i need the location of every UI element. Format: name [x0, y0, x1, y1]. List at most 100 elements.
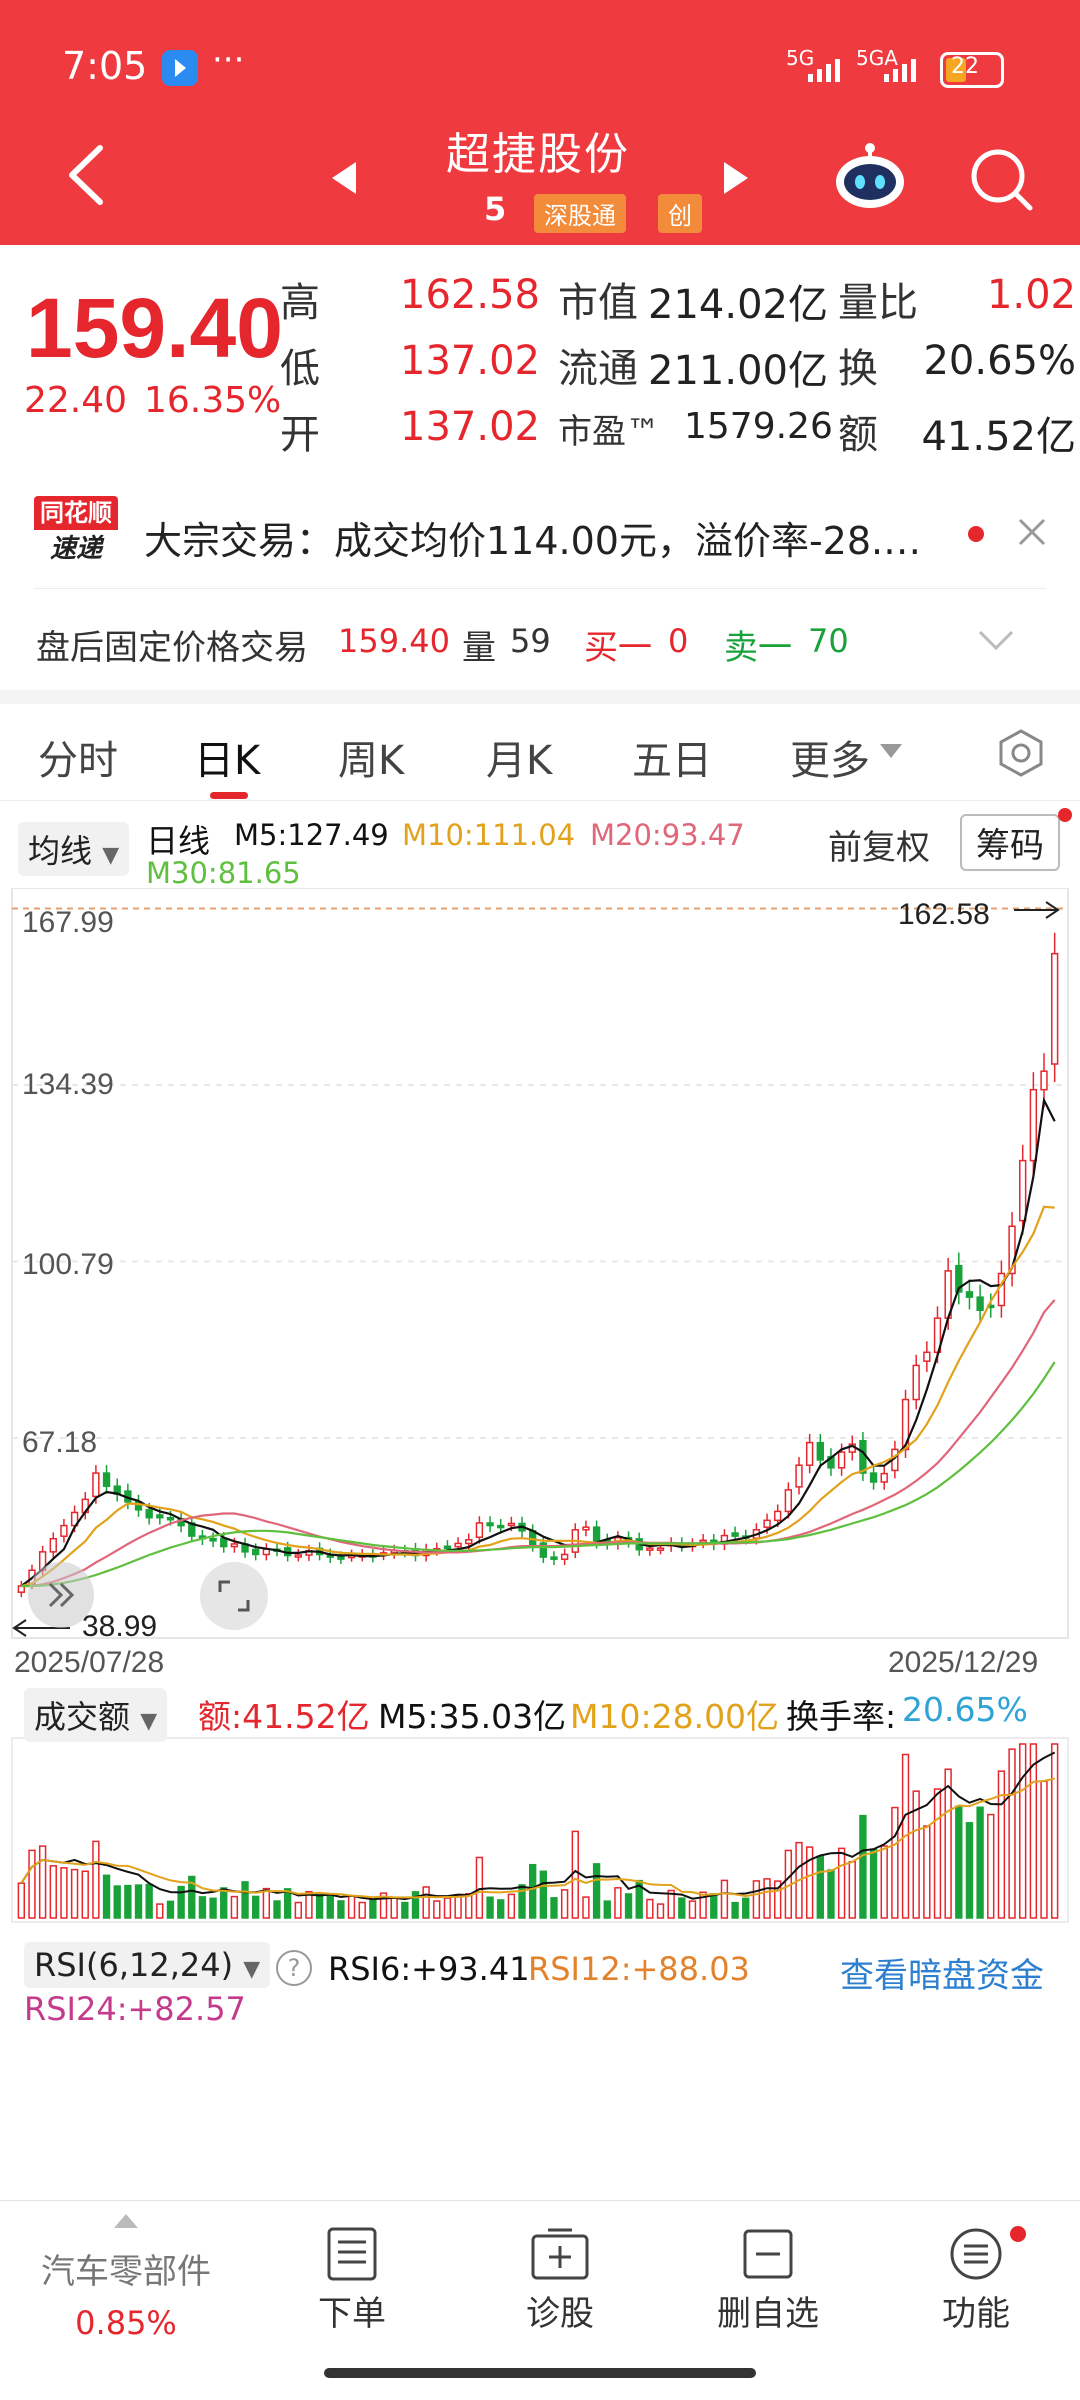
candle-body: [859, 1439, 867, 1474]
volume-bar: [305, 1890, 313, 1919]
candle-body: [731, 1532, 739, 1537]
low-price-marker: 38.99: [82, 1610, 158, 1643]
close-icon[interactable]: [1016, 516, 1048, 552]
ma-line-m30: [21, 1361, 1056, 1588]
chart-settings-icon[interactable]: [996, 728, 1046, 782]
candle-body: [1040, 1070, 1048, 1091]
chips-distribution-button[interactable]: 筹码: [960, 814, 1060, 871]
float-cap-label: 流通: [558, 346, 638, 392]
candle-body: [699, 1539, 707, 1544]
volume-bar: [198, 1896, 207, 1919]
next-stock-icon[interactable]: [722, 160, 750, 200]
ma5-value: M5:127.49: [234, 818, 389, 852]
volume-bar: [987, 1813, 995, 1919]
tab-more-caret-icon: [880, 744, 902, 764]
volume-bar: [390, 1897, 398, 1919]
volume-bar: [933, 1788, 942, 1919]
volume-indicator-selector[interactable]: 成交额 ▼: [24, 1688, 168, 1742]
candle-body: [252, 1548, 260, 1556]
volume-bars-layer: [11, 1737, 1069, 1923]
candle-body: [976, 1296, 984, 1312]
volume-bar: [134, 1884, 143, 1919]
news-headline[interactable]: 大宗交易：成交均价114.00元，溢价率-28.…: [144, 519, 922, 563]
candle-body: [507, 1522, 516, 1527]
ma-selector[interactable]: 均线 ▼: [18, 822, 130, 876]
order-icon[interactable]: [326, 2226, 378, 2286]
remove-watchlist-icon[interactable]: [742, 2228, 794, 2284]
fullscreen-icon[interactable]: [200, 1562, 268, 1630]
volume-bar: [1050, 1743, 1059, 1919]
back-icon[interactable]: [62, 142, 108, 212]
volume-bar: [252, 1895, 260, 1919]
functions-unread-dot: [1010, 2226, 1026, 2242]
tab-more[interactable]: 更多: [790, 738, 870, 784]
volume-bar: [528, 1863, 537, 1919]
candle-body: [49, 1537, 57, 1553]
dark-pool-funds-link[interactable]: 查看暗盘资金: [840, 1956, 1044, 1996]
functions-icon[interactable]: [948, 2226, 1004, 2286]
volume-bar: [667, 1889, 675, 1919]
volume-bar: [731, 1901, 739, 1919]
tab-five-day[interactable]: 五日: [632, 738, 712, 784]
functions-button[interactable]: 功能: [942, 2294, 1010, 2334]
robot-assistant-icon[interactable]: [834, 140, 906, 214]
turnover-rate-label: 换手率:: [786, 1697, 897, 1736]
tab-intraday[interactable]: 分时: [38, 738, 118, 784]
volume-bar: [294, 1901, 302, 1919]
candle-body: [539, 1542, 548, 1558]
volume-bar: [262, 1887, 271, 1919]
kline-chart[interactable]: [0, 888, 1080, 1928]
scroll-earlier-button[interactable]: [28, 1562, 94, 1628]
volume-bar: [70, 1868, 79, 1919]
market-cap-value: 214.02亿: [648, 282, 828, 328]
main-chart-frame: [11, 888, 1069, 1639]
date-end: 2025/12/29: [888, 1646, 1039, 1679]
rsi-indicator-selector[interactable]: RSI(6,12,24) ▼: [24, 1942, 271, 1988]
candle-body: [486, 1522, 494, 1527]
tab-monthly-k[interactable]: 月K: [486, 738, 553, 784]
volume-bar: [1040, 1780, 1048, 1919]
volume-bar: [497, 1899, 505, 1919]
diagnose-button[interactable]: 诊股: [526, 2294, 594, 2334]
volume-bar: [1008, 1748, 1016, 1919]
chevron-down-icon[interactable]: [976, 628, 1016, 656]
candle-body: [880, 1472, 888, 1483]
rsi24-value: RSI24:+82.57: [24, 1990, 246, 2028]
tab-daily-k[interactable]: 日K: [194, 738, 261, 784]
volume-ratio-label: 量比: [838, 280, 918, 326]
rsi-help-icon[interactable]: ?: [276, 1950, 312, 1986]
prev-stock-icon[interactable]: [330, 160, 358, 200]
candle-body: [646, 1547, 654, 1551]
order-button[interactable]: 下单: [318, 2294, 386, 2334]
volume-bar: [28, 1849, 36, 1919]
volume-bar: [678, 1897, 686, 1919]
candle-body: [912, 1364, 920, 1401]
ask1-label: 卖一: [724, 628, 792, 668]
remove-watchlist-button[interactable]: 删自选: [717, 2294, 819, 2334]
rsi12-value: RSI12:+88.03: [528, 1950, 750, 1988]
volume-bar: [443, 1897, 452, 1919]
y-tick-1: 167.99: [22, 906, 114, 939]
tab-weekly-k[interactable]: 周K: [338, 738, 405, 784]
search-icon[interactable]: [968, 146, 1034, 216]
volume-amount: 额:41.52亿: [198, 1697, 370, 1736]
candle-body: [965, 1291, 974, 1298]
pe-ttm-value: 1579.26: [684, 406, 833, 447]
volume-bar: [411, 1891, 420, 1919]
volume-bar: [379, 1892, 388, 1919]
candle-body: [465, 1539, 473, 1545]
chips-unread-dot: [1058, 808, 1072, 822]
candle-body: [763, 1519, 771, 1528]
volume-bar: [177, 1885, 185, 1919]
volume-bar: [976, 1806, 984, 1919]
stock-code: 5: [484, 190, 507, 228]
news-unread-dot: [968, 526, 984, 542]
volume-bar: [241, 1881, 249, 1919]
sector-name[interactable]: 汽车零部件: [41, 2252, 211, 2292]
volume-bar: [550, 1897, 558, 1919]
volume-bar: [326, 1895, 334, 1919]
diagnose-icon[interactable]: [530, 2226, 590, 2286]
candle-body: [997, 1272, 1006, 1307]
price-adjust-option[interactable]: 前复权: [828, 828, 930, 868]
volume-bar: [518, 1884, 526, 1919]
